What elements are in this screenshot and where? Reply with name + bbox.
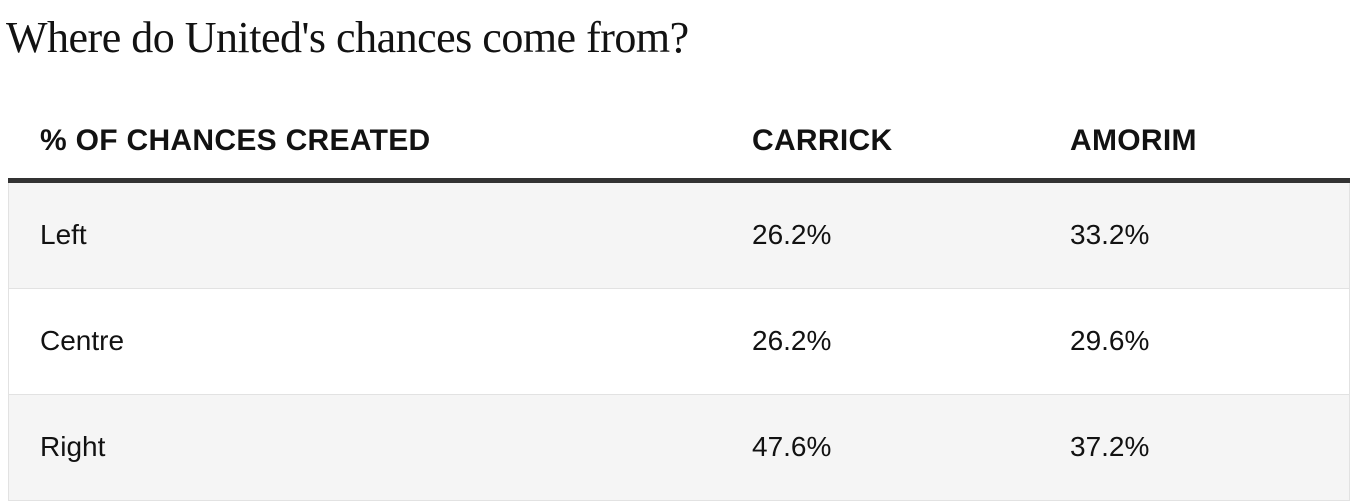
table: % OF CHANCES CREATED CARRICK AMORIM Left 26.… <box>8 100 1350 501</box>
table-cell: 26.2% <box>752 325 832 356</box>
table-cell: 33.2% <box>1070 219 1150 250</box>
header-row: % OF CHANCES CREATED CARRICK AMORIM <box>8 100 1350 183</box>
table-cell: 26.2% <box>752 219 832 250</box>
column-header: % OF CHANCES CREATED <box>40 124 431 157</box>
table-cell: Right <box>40 431 106 462</box>
column-header: AMORIM <box>1070 124 1197 157</box>
column-header: CARRICK <box>752 124 893 157</box>
table-cell: 29.6% <box>1070 325 1150 356</box>
table-row: Left 26.2% 33.2% <box>8 183 1350 289</box>
table-row: Right 47.6% 37.2% <box>8 395 1350 501</box>
table-cell: 47.6% <box>752 431 832 462</box>
title: Where do United's chances come from? <box>6 13 689 62</box>
table-cell: Centre <box>40 325 125 356</box>
table-cell: 37.2% <box>1070 431 1150 462</box>
table-cell: Left <box>40 219 87 250</box>
table-row: Centre 26.2% 29.6% <box>8 289 1350 395</box>
